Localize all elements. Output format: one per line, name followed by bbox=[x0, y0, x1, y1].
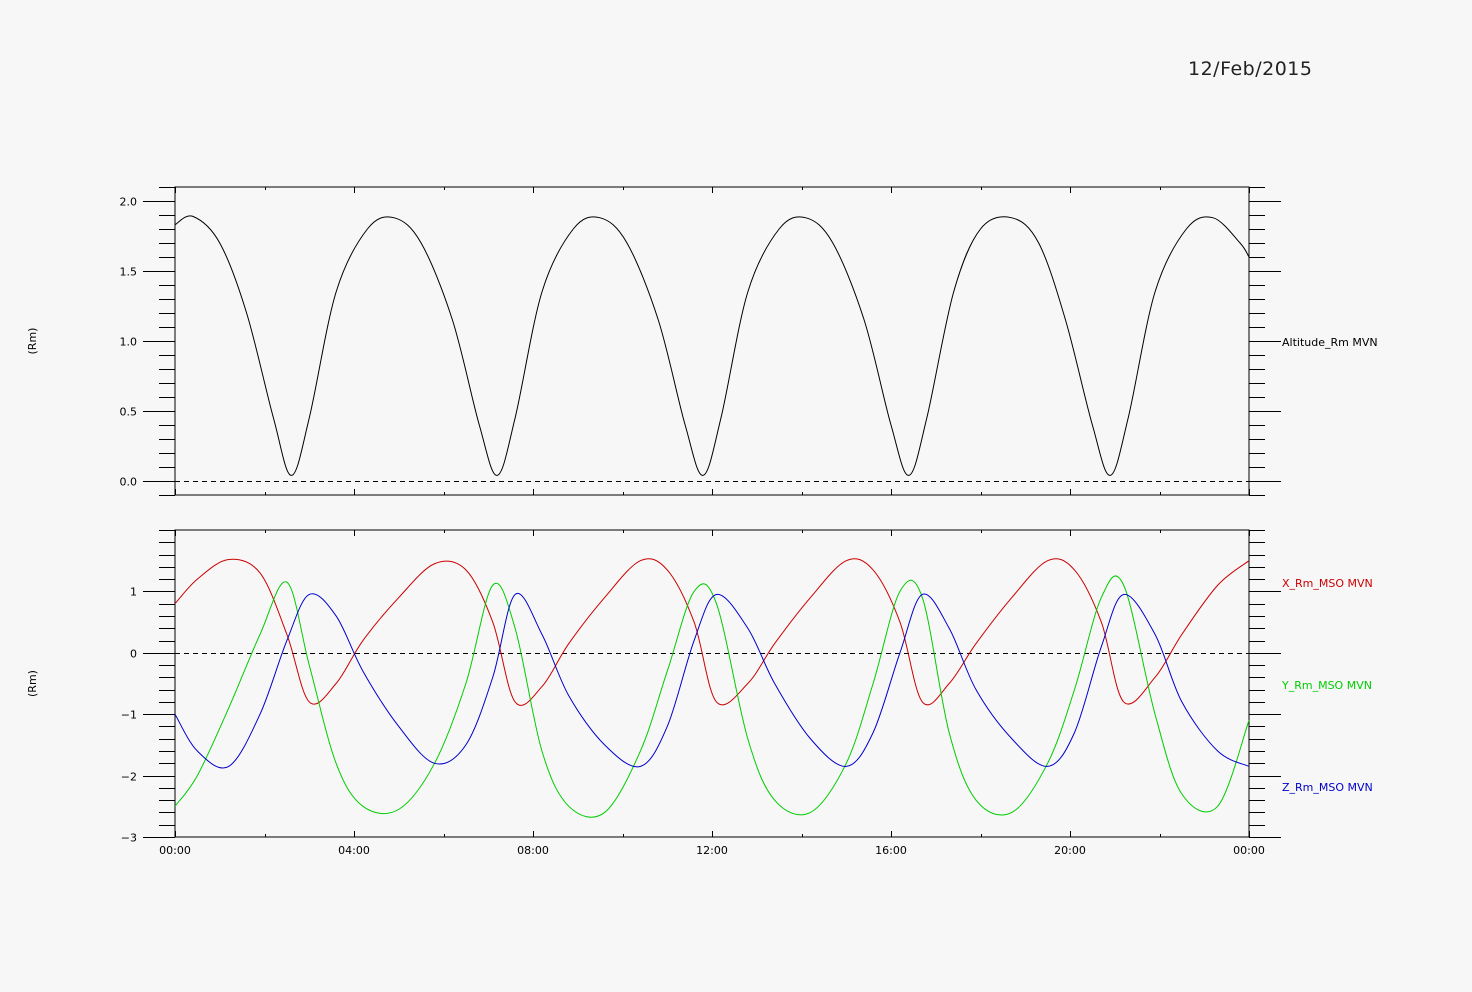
x-tick-label: 04:00 bbox=[338, 844, 370, 857]
y-tick-label: 1 bbox=[130, 586, 137, 599]
legend-label-y-rm-mso-mvn: Y_Rm_MSO MVN bbox=[1281, 679, 1372, 692]
y-tick-label: −3 bbox=[121, 832, 137, 845]
x-tick-label: 12:00 bbox=[696, 844, 728, 857]
panel-1: 0.0 0.5 1.0 1.5 2.0 (Rm) Altitude_Rm MVN bbox=[26, 186, 1378, 496]
series-line-y-rm-mso-mvn bbox=[174, 575, 1250, 818]
y-tick-label: 1.5 bbox=[120, 266, 138, 279]
y-tick-label: 0.0 bbox=[120, 476, 138, 489]
y-axis-label: (Rm) bbox=[26, 328, 39, 355]
legend-label-altitude-rm-mvn: Altitude_Rm MVN bbox=[1282, 336, 1378, 349]
panel-2: −3 −2 −1 0 1 (Rm) X_Rm_MSO MVN Y_Rm_MSO MVN Z_Rm… bbox=[26, 529, 1373, 857]
x-tick-label: 20:00 bbox=[1054, 844, 1086, 857]
legend-label-z-rm-mso-mvn: Z_Rm_MSO MVN bbox=[1282, 781, 1373, 794]
series-line-x-rm-mso-mvn bbox=[174, 558, 1250, 706]
date-label: 12/Feb/2015 bbox=[1188, 58, 1313, 80]
y-tick-label: 1.0 bbox=[120, 336, 138, 349]
x-tick-label: 16:00 bbox=[875, 844, 907, 857]
x-tick-label: 00:00 bbox=[159, 844, 191, 857]
legend-label-x-rm-mso-mvn: X_Rm_MSO MVN bbox=[1282, 577, 1373, 590]
y-axis-label: (Rm) bbox=[26, 670, 39, 697]
y-tick-label: 0.5 bbox=[120, 406, 138, 419]
series-line-z-rm-mso-mvn bbox=[174, 592, 1250, 769]
x-tick-label: 00:00 bbox=[1233, 844, 1265, 857]
series-line-altitude-rm-mvn bbox=[174, 215, 1250, 476]
y-tick-label: −2 bbox=[121, 771, 137, 784]
x-tick-label: 08:00 bbox=[517, 844, 549, 857]
y-tick-label: −1 bbox=[121, 709, 137, 722]
y-tick-label: 2.0 bbox=[120, 196, 138, 209]
panel-frame bbox=[174, 186, 1250, 496]
y-tick-label: 0 bbox=[130, 648, 137, 661]
